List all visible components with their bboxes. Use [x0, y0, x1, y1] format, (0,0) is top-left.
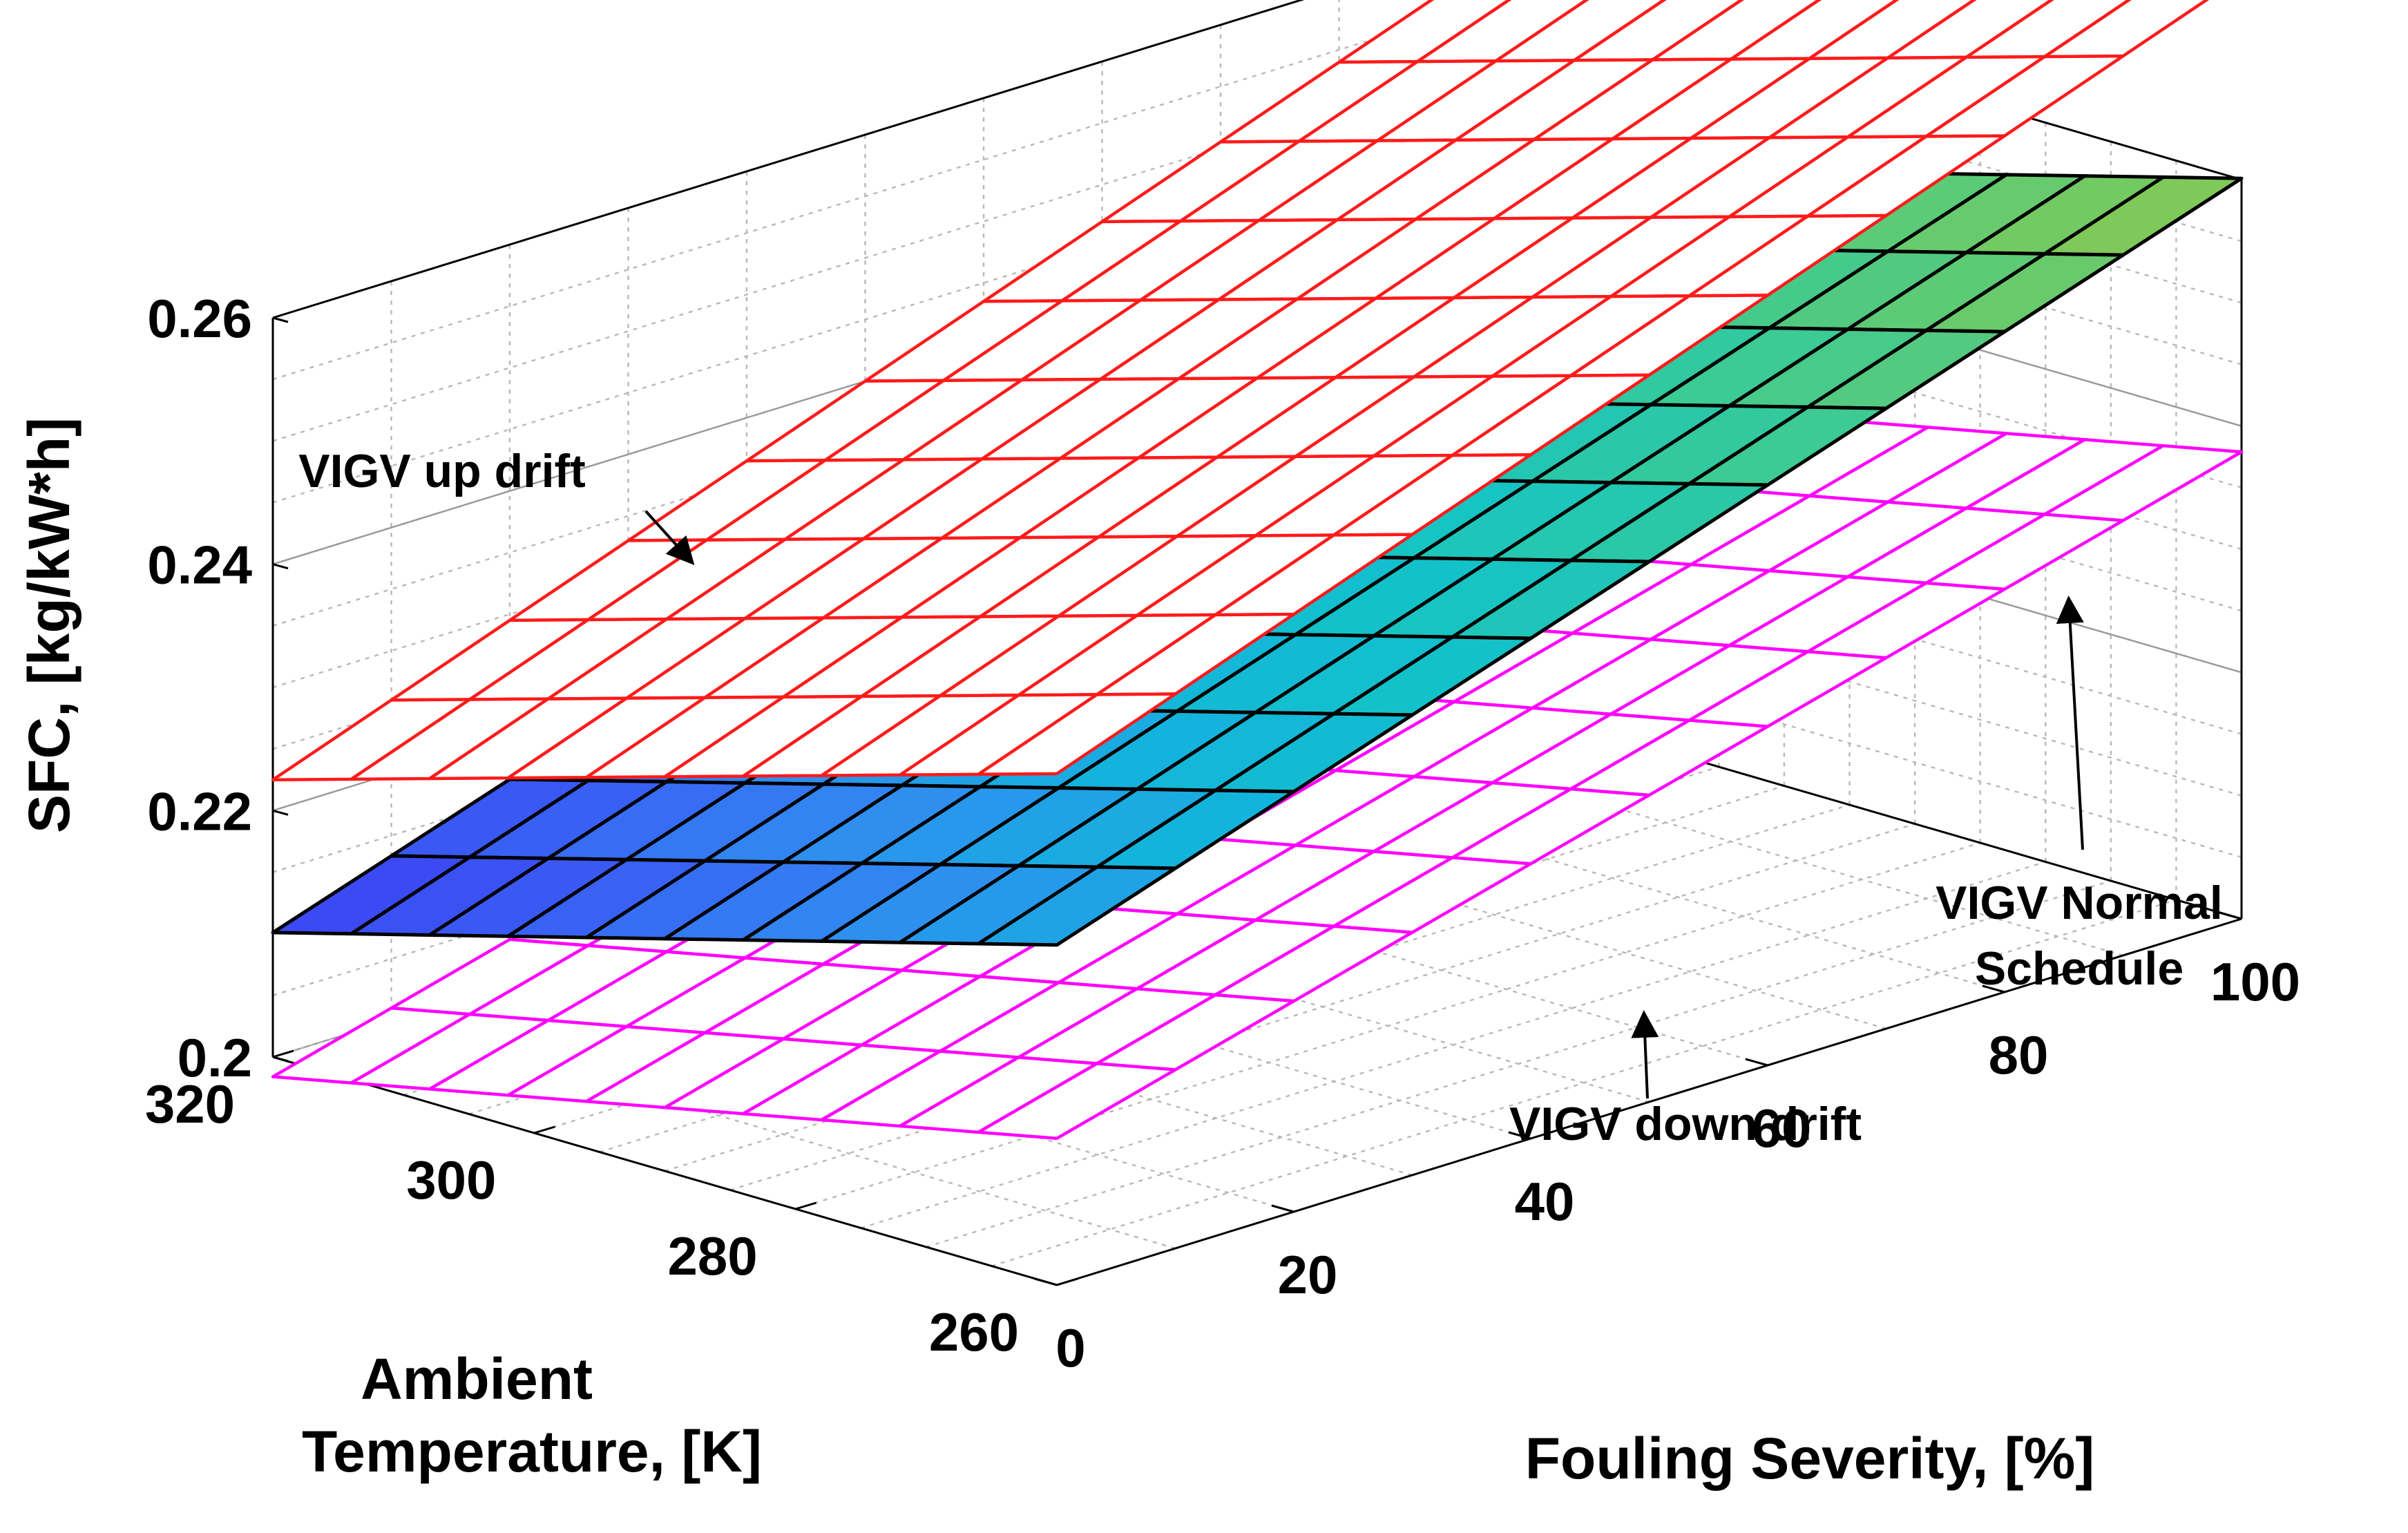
annotation-arrows [644, 510, 2084, 1099]
y-tick-mark [1034, 1277, 1058, 1286]
z-tick-mark [272, 809, 289, 816]
x-tick-label: 260 [929, 1302, 1019, 1362]
x-tick-mark [533, 1125, 555, 1134]
z-tick-mark [272, 316, 289, 323]
y-tick-label: 0 [1055, 1317, 1085, 1378]
x-tick-label: 300 [406, 1150, 496, 1210]
y-tick-label: 40 [1515, 1171, 1575, 1232]
annotation-up-drift: VIGV up drift [298, 445, 586, 497]
x-tick-mark [795, 1201, 817, 1210]
y-tick-label: 20 [1278, 1244, 1338, 1305]
xlabel-line-2: Temperature, [K] [302, 1419, 762, 1484]
z-tick-mark [272, 563, 289, 570]
z-tick-label: 0.24 [147, 535, 252, 596]
axis-edge-temperature [272, 1056, 1058, 1286]
down-drift-surface-cell [977, 1062, 1177, 1141]
y-tick-label: 80 [1989, 1025, 2049, 1085]
back-wall-grid-line [272, 12, 1458, 381]
y-tick-label: 60 [1752, 1098, 1812, 1159]
z-tick-label: 0.2 [178, 1027, 252, 1088]
y-tick-mark [1982, 984, 2005, 993]
x-tick-mark [1056, 1277, 1078, 1286]
arrow-up-drift [644, 510, 695, 565]
ylabel: Fouling Severity, [%] [1525, 1426, 2095, 1491]
x-tick-label: 280 [668, 1226, 758, 1286]
y-tick-mark [2219, 911, 2242, 920]
y-tick-label: 100 [2210, 951, 2300, 1012]
z-tick-mark [272, 1056, 289, 1063]
z-tick-label: 0.22 [147, 781, 252, 841]
y-tick-mark [1271, 1204, 1294, 1213]
normal-schedule-surface-cell [977, 865, 1177, 947]
arrow-normal-schedule [2056, 596, 2084, 850]
xlabel-line-1: Ambient [361, 1346, 593, 1411]
y-tick-mark [1745, 1058, 1768, 1067]
tick-layer: 0.2 0.22 0.24 0.26 260 280 300 320 0 20 40 60 80 100 [145, 288, 2300, 1378]
axis-edge-fouling [1056, 917, 2242, 1286]
surface-layer [271, 0, 2244, 1141]
x-tick-mark [272, 1049, 294, 1058]
back-wall-grid-line [272, 135, 1458, 504]
up-drift-surface-cell [977, 692, 1177, 777]
back-wall-grid-line [272, 74, 1458, 442]
annotation-normal-line-1: VIGV Normal [1936, 877, 2223, 929]
box-edge [272, 0, 1305, 319]
zlabel: SFC, [kg/kW*h] [17, 417, 82, 833]
arrow-down-drift [1631, 1010, 1659, 1099]
annotation-normal-line-2: Schedule [1975, 942, 2184, 995]
y-tick-mark [1508, 1131, 1531, 1140]
z-tick-label: 0.26 [147, 288, 252, 349]
x-tick-label: 320 [145, 1074, 235, 1134]
annotation-down-drift: VIGV down drift [1509, 1098, 1862, 1150]
